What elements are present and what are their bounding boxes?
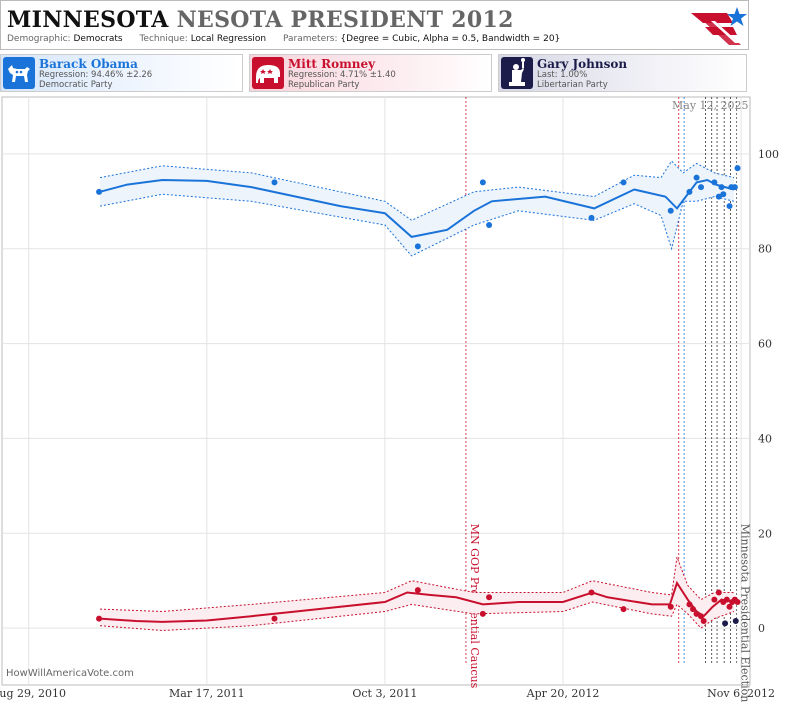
poll-point <box>726 603 733 610</box>
footer-brand: HowWillAmericaVote.com <box>6 668 134 679</box>
candidate-regression: Regression: 4.71% ±1.40 <box>288 70 396 80</box>
poll-point <box>720 191 727 198</box>
legend-johnson[interactable]: Gary Johnson Last: 1.00% Libertarian Par… <box>498 54 747 92</box>
poll-point <box>686 188 693 195</box>
candidate-party: Libertarian Party <box>537 80 608 90</box>
band-upper <box>99 556 734 613</box>
x-tick-label: Apr 20, 2012 <box>526 687 600 700</box>
y-tick-label: 40 <box>758 432 772 445</box>
poll-point <box>271 179 278 186</box>
poll-point <box>715 589 722 596</box>
y-tick-label: 20 <box>758 527 772 540</box>
y-tick-label: 0 <box>758 622 765 635</box>
trend-line <box>99 178 735 238</box>
poll-point <box>690 606 697 613</box>
statue-of-liberty-icon <box>501 57 533 89</box>
chart-meta: Demographic: Democrats Technique: Local … <box>7 34 574 44</box>
poll-point <box>667 207 674 214</box>
poll-point <box>96 615 103 622</box>
y-tick-label: 80 <box>758 243 772 256</box>
poll-point <box>715 193 722 200</box>
y-tick-label: 100 <box>758 148 779 161</box>
candidate-regression: Regression: 94.46% ±2.26 <box>39 70 153 80</box>
poll-point <box>486 222 493 229</box>
date-stamp: May 12, 2025 <box>672 99 749 112</box>
page-header: MINNESOTA NESOTA PRESIDENT 2012 Demograp… <box>0 0 749 50</box>
poll-point <box>711 596 718 603</box>
poll-point <box>698 613 705 620</box>
poll-chart: 0 20 40 60 80 100 Aug 29, 2010 Mar 17, 2011 Oct … <box>0 96 779 703</box>
x-tick-label: Nov 6, 2012 <box>707 687 775 700</box>
donkey-icon <box>3 57 35 89</box>
x-tick-label: Oct 3, 2011 <box>352 687 417 700</box>
technique-value: Local Regression <box>190 34 267 44</box>
poll-point <box>722 620 729 627</box>
candidate-name: Gary Johnson <box>537 57 628 71</box>
demographic-label: Demographic: <box>7 34 71 44</box>
poll-point <box>732 617 739 624</box>
poll-point <box>698 184 705 191</box>
legend-obama[interactable]: Barack Obama Regression: 94.46% ±2.26 De… <box>0 54 243 92</box>
poll-point <box>718 184 725 191</box>
x-tick-label: Mar 17, 2011 <box>169 687 245 700</box>
candidate-party: Republican Party <box>288 80 360 90</box>
poll-point <box>734 599 741 606</box>
site-logo <box>691 7 747 45</box>
poll-point <box>667 603 674 610</box>
candidate-last: Last: 1.00% <box>537 70 588 80</box>
technique-label: Technique: <box>139 34 188 44</box>
y-tick-label: 60 <box>758 338 772 351</box>
candidate-party: Democratic Party <box>39 80 113 90</box>
candidate-name: Barack Obama <box>39 57 138 71</box>
poll-point <box>486 594 493 601</box>
page-title: MINNESOTA NESOTA PRESIDENT 2012 <box>7 7 514 33</box>
title-rest: NESOTA PRESIDENT 2012 <box>176 7 514 33</box>
poll-point <box>620 606 627 613</box>
poll-point <box>479 610 486 617</box>
poll-point <box>700 617 707 624</box>
poll-point <box>726 203 733 210</box>
poll-point <box>686 601 693 608</box>
poll-point <box>414 243 421 250</box>
poll-point <box>96 188 103 195</box>
candidate-name: Mitt Romney <box>288 57 376 71</box>
poll-point <box>734 165 741 172</box>
poll-point <box>620 179 627 186</box>
confidence-band <box>100 161 734 256</box>
parameters-label: Parameters: <box>282 34 338 44</box>
x-tick-label: Aug 29, 2010 <box>0 687 66 700</box>
parameters-value: {Degree = Cubic, Alpha = 0.5, Bandwidth … <box>340 34 561 44</box>
poll-point <box>693 174 700 181</box>
poll-point <box>711 179 718 186</box>
poll-point <box>588 214 595 221</box>
poll-point <box>731 184 738 191</box>
band-lower <box>99 193 735 257</box>
annotation-label: Minnesota Presidential Election <box>739 524 752 703</box>
poll-point <box>479 179 486 186</box>
poll-point <box>723 596 730 603</box>
poll-point <box>588 589 595 596</box>
elephant-icon <box>252 57 284 89</box>
demographic-value: Democrats <box>73 34 123 44</box>
poll-point <box>271 615 278 622</box>
band-lower <box>99 601 735 632</box>
title-state: MINNESOTA <box>7 7 169 33</box>
legend-romney[interactable]: Mitt Romney Regression: 4.71% ±1.40 Repu… <box>249 54 492 92</box>
poll-point <box>414 587 421 594</box>
poll-point <box>693 610 700 617</box>
